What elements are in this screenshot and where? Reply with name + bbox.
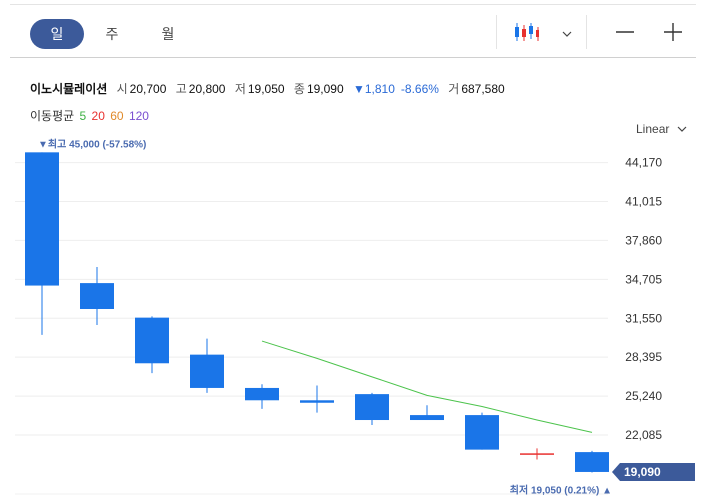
candle-body — [300, 400, 334, 403]
minus-icon[interactable] — [616, 25, 634, 44]
tab-week[interactable]: 주 — [105, 26, 119, 42]
last-price-tag — [612, 462, 695, 481]
moving-average-legend: 이동평균 5 20 60 120 — [30, 107, 151, 124]
volume-label: 거 — [448, 82, 460, 96]
high-label: 고 — [175, 82, 187, 96]
y-tick-label: 37,860 — [625, 233, 662, 247]
y-tick-label: 28,395 — [625, 350, 662, 364]
candle — [465, 412, 499, 450]
plus-icon[interactable] — [664, 23, 682, 46]
min-price-annotation: 최저 19,050 (0.21%) ▲ — [510, 483, 612, 496]
candlestick-icon[interactable] — [514, 21, 540, 48]
candle — [355, 392, 389, 425]
change-value: ▼1,810 — [353, 82, 395, 96]
open-value: 20,700 — [129, 82, 167, 96]
candle-body — [575, 452, 609, 472]
chevron-down-icon[interactable] — [562, 25, 572, 43]
max-price-annotation: ▼최고 45,000 (-57.58%) — [38, 137, 146, 150]
toolbar-divider — [586, 15, 587, 49]
candle — [520, 448, 554, 460]
candle-body — [410, 415, 444, 421]
candle-body — [135, 317, 169, 364]
y-tick-label: 44,170 — [625, 156, 662, 170]
candle-body — [520, 453, 554, 455]
scale-mode-label: Linear — [636, 122, 670, 136]
tab-month[interactable]: 월 — [161, 26, 175, 42]
candle-body — [355, 394, 389, 421]
scale-mode-button[interactable]: Linear — [636, 122, 687, 136]
candle-body — [80, 283, 114, 309]
candle — [575, 450, 609, 473]
tab-day[interactable]: 일 — [30, 19, 84, 49]
y-tick-label: 25,240 — [625, 389, 662, 403]
volume-value: 687,580 — [461, 82, 505, 96]
candle — [80, 267, 114, 326]
chart-toolbar: 일 주 월 — [10, 4, 696, 58]
candle — [410, 405, 444, 421]
candle-body — [465, 415, 499, 450]
candle — [135, 316, 169, 374]
y-tick-label: 34,705 — [625, 272, 662, 286]
price-summary: 이노시뮬레이션 시 20,700 고 20,800 저 19,050 종 19,090 … — [30, 80, 511, 97]
candle — [300, 385, 334, 413]
last-price-label: 19,090 — [624, 465, 661, 479]
high-value: 20,800 — [188, 82, 226, 96]
ma120-label[interactable]: 120 — [128, 109, 149, 123]
y-tick-label: 22,085 — [625, 428, 662, 442]
candle-body — [190, 354, 224, 388]
candle — [25, 152, 59, 335]
close-label: 종 — [293, 82, 305, 96]
toolbar-divider — [496, 15, 497, 49]
candle — [245, 384, 279, 409]
candle-body — [25, 152, 59, 286]
candle — [190, 338, 224, 393]
change-percent: -8.66% — [400, 82, 439, 96]
candle-body — [245, 387, 279, 401]
stock-name: 이노시뮬레이션 — [30, 82, 108, 96]
chevron-down-icon — [677, 126, 687, 132]
low-label: 저 — [234, 82, 246, 96]
ma20-label[interactable]: 20 — [91, 109, 105, 123]
close-value: 19,090 — [306, 82, 344, 96]
y-tick-label: 41,015 — [625, 194, 662, 208]
open-label: 시 — [116, 82, 128, 96]
ma60-label[interactable]: 60 — [110, 109, 124, 123]
ma5-line — [261, 340, 593, 433]
y-tick-label: 31,550 — [625, 311, 662, 325]
low-value: 19,050 — [247, 82, 285, 96]
ma5-label[interactable]: 5 — [79, 109, 87, 123]
ma-label: 이동평균 — [30, 109, 75, 123]
